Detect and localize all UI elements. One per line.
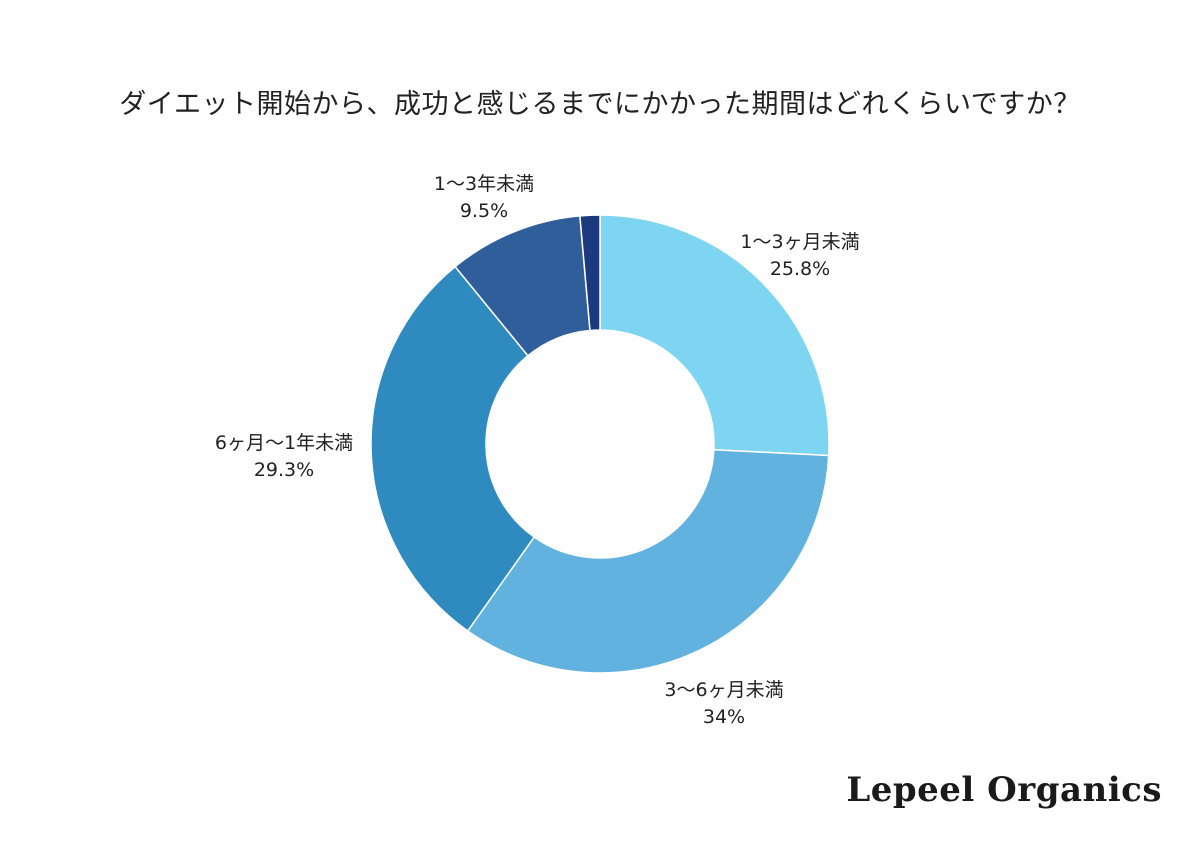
donut-slice-2 (466, 448, 830, 674)
slice-value-label: 29.3% (254, 459, 314, 481)
slice-category-label: 1〜3ヶ月未満 (740, 231, 859, 253)
chart-title: ダイエット開始から、成功と感じるまでにかかった期間はどれくらいですか？ (119, 89, 1081, 120)
brand-logo-text: Lepeel Organics (846, 770, 1162, 810)
donut-slice-1 (599, 214, 830, 457)
slice-value-label: 34% (703, 706, 745, 728)
donut-slice-5 (579, 214, 601, 332)
slice-value-label: 25.8% (770, 258, 830, 280)
slice-labels: 1〜3ヶ月未満 25.8% 3〜6ヶ月未満 34% 6ヶ月〜1年未満 29.3% 1〜3年未… (215, 173, 860, 728)
slice-category-label: 6ヶ月〜1年未満 (215, 432, 353, 454)
donut-slices (370, 214, 830, 674)
donut-slice-3 (370, 265, 536, 632)
slice-category-label: 3〜6ヶ月未満 (664, 679, 783, 701)
slice-value-label: 9.5% (460, 200, 508, 222)
slice-category-label: 1〜3年未満 (434, 173, 534, 195)
